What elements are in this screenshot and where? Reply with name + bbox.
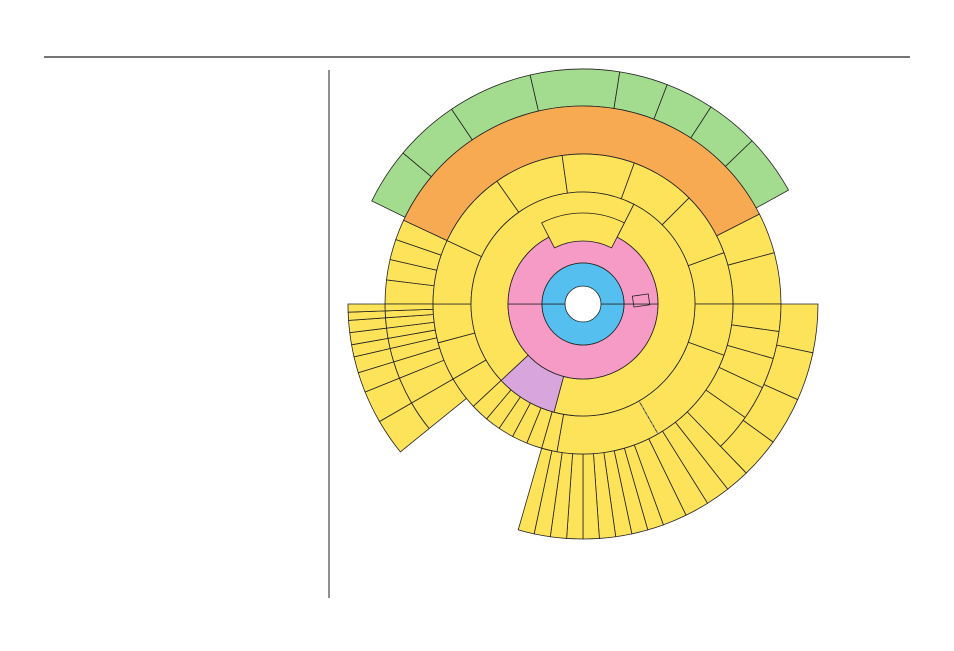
folder-segment[interactable]: [384, 303, 434, 312]
folder-segment[interactable]: [529, 68, 621, 112]
marker: [631, 293, 651, 308]
dashed-divider: [638, 400, 659, 435]
folder-segment[interactable]: [541, 303, 625, 346]
folder-segment[interactable]: [347, 303, 386, 313]
sunburst-chart: [347, 68, 819, 540]
folder-segment[interactable]: [541, 262, 625, 305]
folder-segment[interactable]: [776, 303, 819, 354]
highlight-segment[interactable]: [541, 212, 625, 249]
